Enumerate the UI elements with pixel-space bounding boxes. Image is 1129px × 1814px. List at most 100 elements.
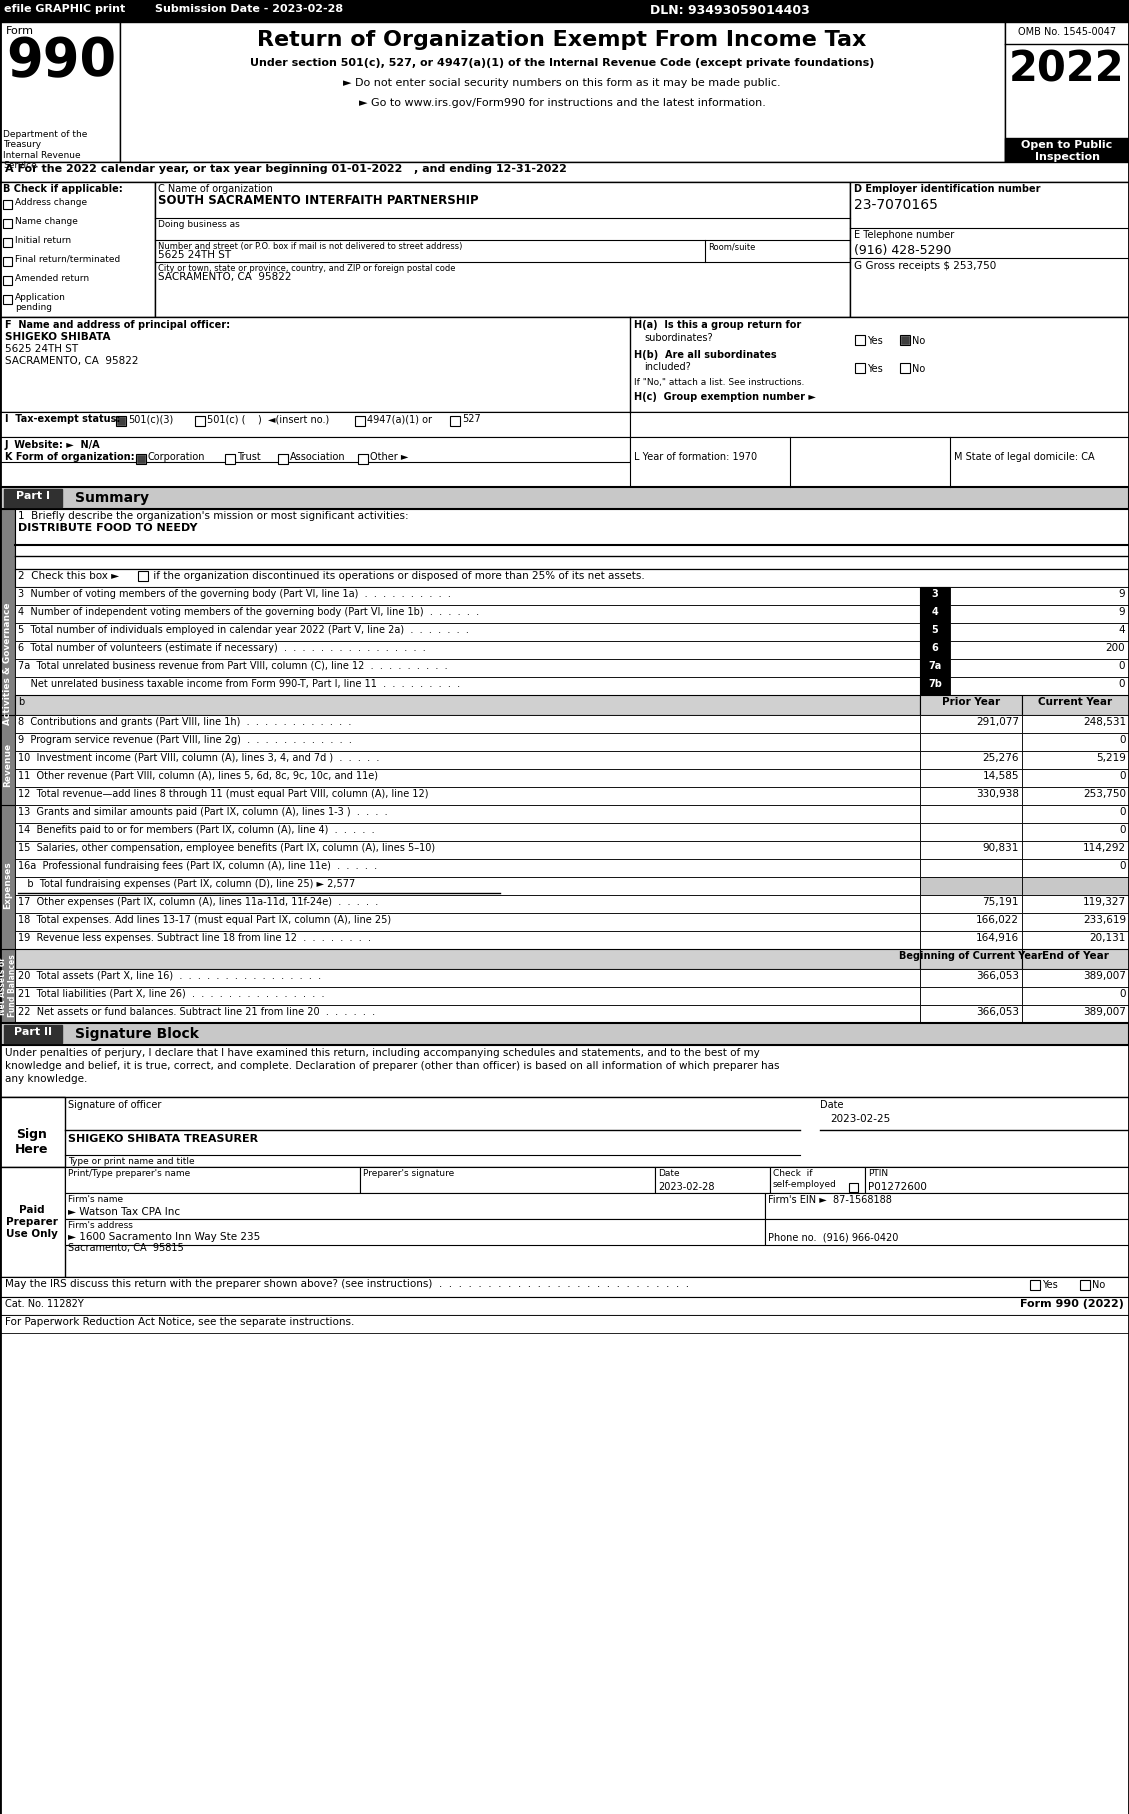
Text: 4947(a)(1) or: 4947(a)(1) or (367, 414, 432, 424)
Text: 8  Contributions and grants (Part VIII, line 1h)  .  .  .  .  .  .  .  .  .  .  : 8 Contributions and grants (Part VIII, l… (18, 717, 351, 727)
Text: 166,022: 166,022 (975, 914, 1019, 925)
Bar (1030, 1281, 1040, 1290)
Bar (15, 824, 920, 842)
Bar (1022, 751, 1129, 769)
Bar (358, 454, 368, 464)
Text: SHIGEKO SHIBATA: SHIGEKO SHIBATA (5, 332, 111, 343)
Text: 7a: 7a (928, 660, 942, 671)
Text: May the IRS discuss this return with the preparer shown above? (see instructions: May the IRS discuss this return with the… (5, 1279, 689, 1290)
Bar (920, 733, 1022, 751)
Bar (155, 181, 850, 317)
Text: 119,327: 119,327 (1083, 896, 1126, 907)
Bar (0, 949, 15, 1023)
Text: SHIGEKO SHIBATA TREASURER: SHIGEKO SHIBATA TREASURER (68, 1134, 259, 1145)
Text: Submission Date - 2023-02-28: Submission Date - 2023-02-28 (155, 4, 343, 15)
Bar (65, 1166, 360, 1194)
Text: Signature Block: Signature Block (75, 1027, 199, 1041)
Text: Firm's EIN ►  87-1568188: Firm's EIN ► 87-1568188 (768, 1195, 892, 1204)
Bar (849, 1183, 858, 1192)
Text: any knowledge.: any knowledge. (5, 1074, 87, 1085)
Bar (0, 161, 1129, 181)
Text: Other ►: Other ► (370, 452, 409, 463)
Text: H(a)  Is this a group return for: H(a) Is this a group return for (634, 319, 802, 330)
Bar (195, 415, 205, 426)
Bar (900, 363, 910, 374)
Text: Firm's address: Firm's address (68, 1221, 133, 1230)
Text: 17  Other expenses (Part IX, column (A), lines 11a-11d, 11f-24e)  .  .  .  .  .: 17 Other expenses (Part IX, column (A), … (18, 896, 378, 907)
Bar (920, 769, 1022, 787)
Bar (15, 805, 920, 824)
Text: 990: 990 (6, 34, 116, 87)
Bar (15, 912, 920, 931)
Bar (770, 1166, 865, 1194)
Text: 114,292: 114,292 (1083, 844, 1126, 853)
Text: ► Watson Tax CPA Inc: ► Watson Tax CPA Inc (68, 1206, 181, 1217)
Text: 18  Total expenses. Add lines 13-17 (must equal Part IX, column (A), line 25): 18 Total expenses. Add lines 13-17 (must… (18, 914, 391, 925)
Text: 23-7070165: 23-7070165 (854, 198, 938, 212)
Text: 0: 0 (1120, 807, 1126, 816)
Text: Prior Year: Prior Year (942, 697, 1000, 707)
Text: M State of legal domicile: CA: M State of legal domicile: CA (954, 452, 1095, 463)
Text: PTIN: PTIN (868, 1168, 889, 1177)
Bar (137, 455, 145, 463)
Text: Yes: Yes (1042, 1281, 1058, 1290)
Text: 90,831: 90,831 (982, 844, 1019, 853)
Text: No: No (912, 365, 926, 374)
Text: 2  Check this box ►: 2 Check this box ► (18, 571, 120, 580)
Text: Trust: Trust (237, 452, 261, 463)
Bar (920, 987, 1022, 1005)
Bar (0, 437, 630, 463)
Bar (949, 640, 1129, 658)
Text: H(b)  Are all subordinates: H(b) Are all subordinates (634, 350, 777, 359)
Text: 0: 0 (1119, 678, 1124, 689)
Text: L Year of formation: 1970: L Year of formation: 1970 (634, 452, 758, 463)
Text: Preparer's signature: Preparer's signature (364, 1168, 454, 1177)
Text: H(c)  Group exemption number ►: H(c) Group exemption number ► (634, 392, 816, 403)
Text: For Paperwork Reduction Act Notice, see the separate instructions.: For Paperwork Reduction Act Notice, see … (5, 1317, 355, 1328)
Text: 14,585: 14,585 (982, 771, 1019, 782)
Bar (15, 1005, 920, 1023)
Text: ► Do not enter social security numbers on this form as it may be made public.: ► Do not enter social security numbers o… (343, 78, 781, 89)
Text: P01272600: P01272600 (868, 1183, 927, 1192)
Bar (1022, 842, 1129, 860)
Text: C Name of organization: C Name of organization (158, 183, 273, 194)
Bar (901, 336, 909, 345)
Text: 0: 0 (1120, 989, 1126, 1000)
Text: 0: 0 (1119, 660, 1124, 671)
Bar (855, 336, 865, 345)
Text: OMB No. 1545-0047: OMB No. 1545-0047 (1018, 27, 1117, 36)
Bar (0, 22, 120, 161)
Text: 2023-02-28: 2023-02-28 (658, 1183, 715, 1192)
Bar (3, 296, 12, 305)
Bar (1022, 894, 1129, 912)
Text: 501(c)(3): 501(c)(3) (128, 414, 173, 424)
Bar (1022, 695, 1129, 715)
Text: self-employed: self-employed (773, 1179, 837, 1188)
Text: 22  Net assets or fund balances. Subtract line 21 from line 20  .  .  .  .  .  .: 22 Net assets or fund balances. Subtract… (18, 1007, 375, 1018)
Bar (15, 677, 920, 695)
Bar (0, 1097, 1129, 1186)
Text: Association: Association (290, 452, 345, 463)
Text: Room/suite: Room/suite (708, 241, 755, 250)
Text: 0: 0 (1120, 825, 1126, 834)
Text: 200: 200 (1105, 642, 1124, 653)
Bar (920, 969, 1022, 987)
Bar (765, 1219, 1129, 1244)
Bar (920, 894, 1022, 912)
Bar (920, 658, 949, 677)
Text: I  Tax-exempt status:: I Tax-exempt status: (5, 414, 121, 424)
Text: Date: Date (820, 1099, 843, 1110)
Bar (1022, 987, 1129, 1005)
Bar (920, 931, 1022, 949)
Bar (15, 606, 920, 622)
Text: 15  Salaries, other compensation, employee benefits (Part IX, column (A), lines : 15 Salaries, other compensation, employe… (18, 844, 435, 853)
Bar (1022, 860, 1129, 876)
Text: 366,053: 366,053 (975, 1007, 1019, 1018)
Text: 7b: 7b (928, 678, 942, 689)
Bar (3, 238, 12, 247)
Text: Open to Public
Inspection: Open to Public Inspection (1022, 140, 1112, 161)
Text: 16a  Professional fundraising fees (Part IX, column (A), line 11e)  .  .  .  .  : 16a Professional fundraising fees (Part … (18, 862, 377, 871)
Bar (920, 949, 1022, 969)
Text: Type or print name and title: Type or print name and title (68, 1157, 194, 1166)
Text: 9  Program service revenue (Part VIII, line 2g)  .  .  .  .  .  .  .  .  .  .  .: 9 Program service revenue (Part VIII, li… (18, 735, 352, 746)
